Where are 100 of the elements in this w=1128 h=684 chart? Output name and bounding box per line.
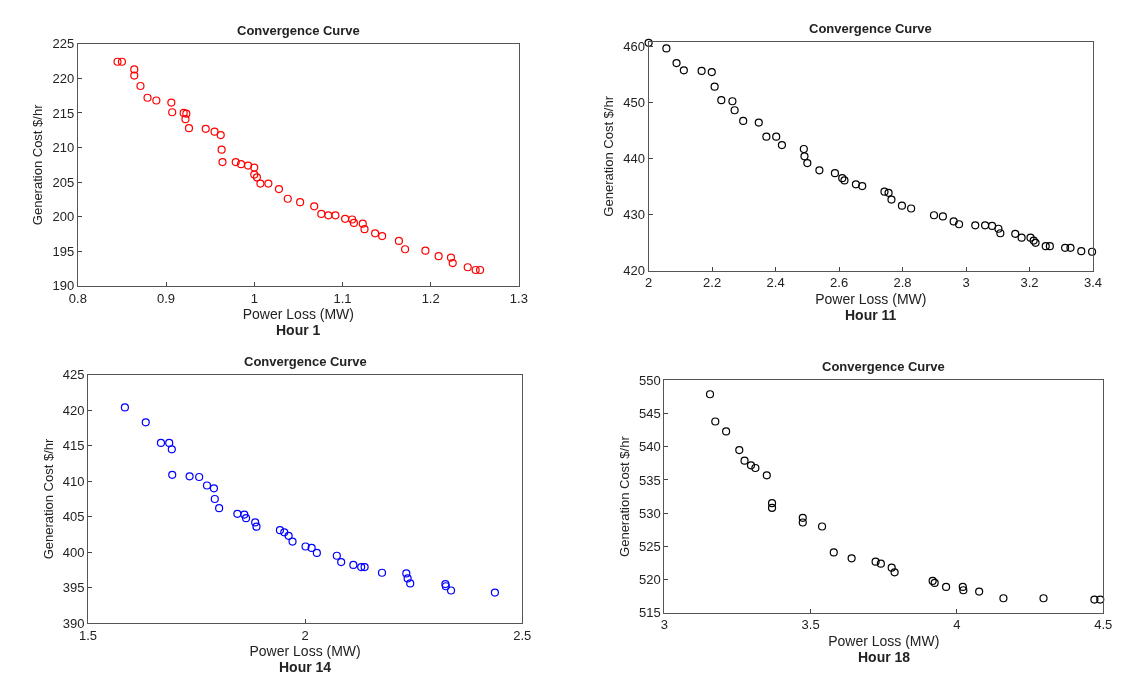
x-tick-label: 2.8 — [893, 275, 912, 291]
y-tick-label: 220 — [52, 70, 75, 86]
x-tick-label: 1.2 — [421, 290, 440, 306]
x-axis-title: Power Loss (MW) — [815, 290, 927, 307]
point — [942, 582, 951, 592]
point — [332, 551, 341, 560]
point — [739, 116, 748, 126]
point — [644, 38, 653, 47]
y-tick-label: 405 — [62, 509, 85, 525]
point — [1041, 242, 1050, 251]
y-tick-label: 420 — [623, 263, 645, 279]
point — [168, 470, 177, 479]
y-tick-label: 545 — [639, 406, 661, 422]
point — [705, 390, 715, 399]
chart-title: Convergence Curve — [822, 359, 945, 374]
point — [994, 224, 1003, 233]
y-tick-label: 540 — [639, 439, 661, 455]
point — [767, 499, 777, 508]
point — [996, 229, 1005, 238]
point — [446, 253, 456, 262]
x-tick-label: 2.5 — [513, 627, 532, 643]
point — [296, 198, 305, 207]
point — [182, 109, 191, 118]
point — [971, 221, 980, 230]
point — [236, 160, 246, 169]
x-axis-title: Power Loss (MW) — [249, 643, 361, 660]
point — [746, 461, 756, 470]
chart-title: Convergence Curve — [244, 354, 367, 369]
x-tick-label: 1 — [250, 290, 258, 306]
point — [341, 214, 350, 223]
point — [728, 97, 737, 106]
point — [446, 586, 456, 595]
point — [349, 560, 358, 570]
point — [231, 157, 240, 167]
point — [250, 163, 259, 172]
point — [202, 481, 212, 490]
y-axis-title: Generation Cost $/hr — [40, 437, 56, 560]
point — [117, 57, 127, 66]
point — [324, 211, 333, 220]
point — [851, 180, 860, 189]
point — [815, 166, 824, 175]
x-tick-label: 2.4 — [766, 275, 785, 291]
point — [217, 145, 226, 154]
point — [887, 563, 896, 572]
y-tick-label: 215 — [52, 105, 75, 121]
point — [120, 403, 129, 412]
y-tick-label: 205 — [52, 174, 75, 190]
y-tick-label: 550 — [639, 372, 661, 388]
y-tick-label: 420 — [62, 402, 85, 418]
point — [1026, 233, 1035, 242]
y-axis-title: Generation Cost $/hr — [617, 435, 633, 557]
point — [800, 152, 809, 161]
point — [378, 232, 387, 241]
point — [130, 71, 139, 80]
point — [360, 225, 369, 234]
point — [1039, 594, 1048, 603]
point — [829, 548, 838, 557]
point — [301, 542, 310, 551]
point — [156, 438, 166, 448]
point — [209, 484, 219, 493]
point — [830, 169, 840, 178]
x-tick-label: 0.9 — [157, 290, 176, 306]
point — [358, 219, 367, 228]
y-tick-label: 200 — [52, 209, 75, 225]
x-tick-label: 4.5 — [1094, 617, 1113, 633]
point — [871, 557, 880, 566]
point — [185, 472, 194, 481]
point — [471, 265, 480, 275]
point — [310, 202, 319, 211]
point — [357, 562, 366, 572]
point — [331, 211, 340, 220]
point — [274, 184, 284, 194]
y-tick-label: 450 — [623, 94, 645, 110]
point — [240, 510, 249, 519]
point — [233, 509, 242, 518]
y-axis-title: Generation Cost $/hr — [30, 103, 46, 226]
point — [710, 82, 719, 91]
point — [735, 445, 744, 455]
chart-title: Convergence Curve — [237, 23, 360, 38]
point — [143, 93, 152, 102]
point — [1096, 595, 1105, 604]
point — [717, 96, 726, 105]
y-tick-label: 515 — [639, 605, 661, 621]
point — [349, 218, 359, 228]
text: Hour 11 — [845, 307, 897, 323]
y-tick-label: 415 — [62, 438, 85, 454]
point — [730, 106, 739, 115]
x-tick-label: 3 — [962, 275, 970, 291]
point — [167, 98, 176, 107]
point — [722, 427, 731, 436]
y-tick-label: 430 — [623, 207, 645, 223]
point — [402, 569, 411, 578]
chart-title: Convergence Curve — [809, 21, 932, 36]
point — [256, 179, 265, 188]
point — [697, 66, 706, 76]
y-tick-label: 195 — [52, 243, 75, 259]
point — [1077, 247, 1086, 256]
text: Hour 1 — [276, 322, 321, 338]
point — [165, 438, 174, 448]
point — [130, 65, 139, 74]
